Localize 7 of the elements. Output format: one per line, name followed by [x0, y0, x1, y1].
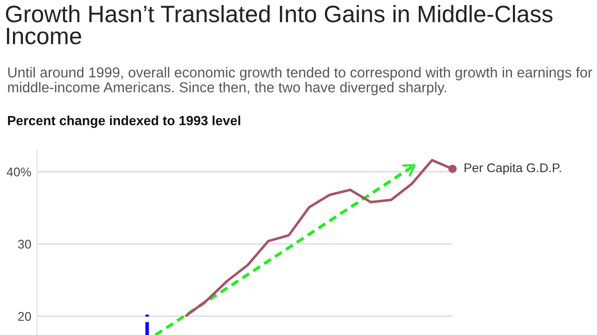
y-tick-label: 30	[18, 240, 31, 249]
y-tick-label: 40%	[6, 168, 32, 176]
series-label: Per Capita G.D.P.	[464, 163, 561, 175]
chart-subtitle: Until around 1999, overall economic growth tended to correspond with growth in earnings for middle-income Americans. Since then, the two have diverged sharply.	[8, 67, 592, 96]
y-axis-title: Percent change indexed to 1993 level	[8, 116, 240, 128]
chart-title: Growth Hasn’t Translated Into Gains in Middle-Class Income	[6, 5, 552, 44]
y-tick-label: 20	[18, 312, 31, 321]
